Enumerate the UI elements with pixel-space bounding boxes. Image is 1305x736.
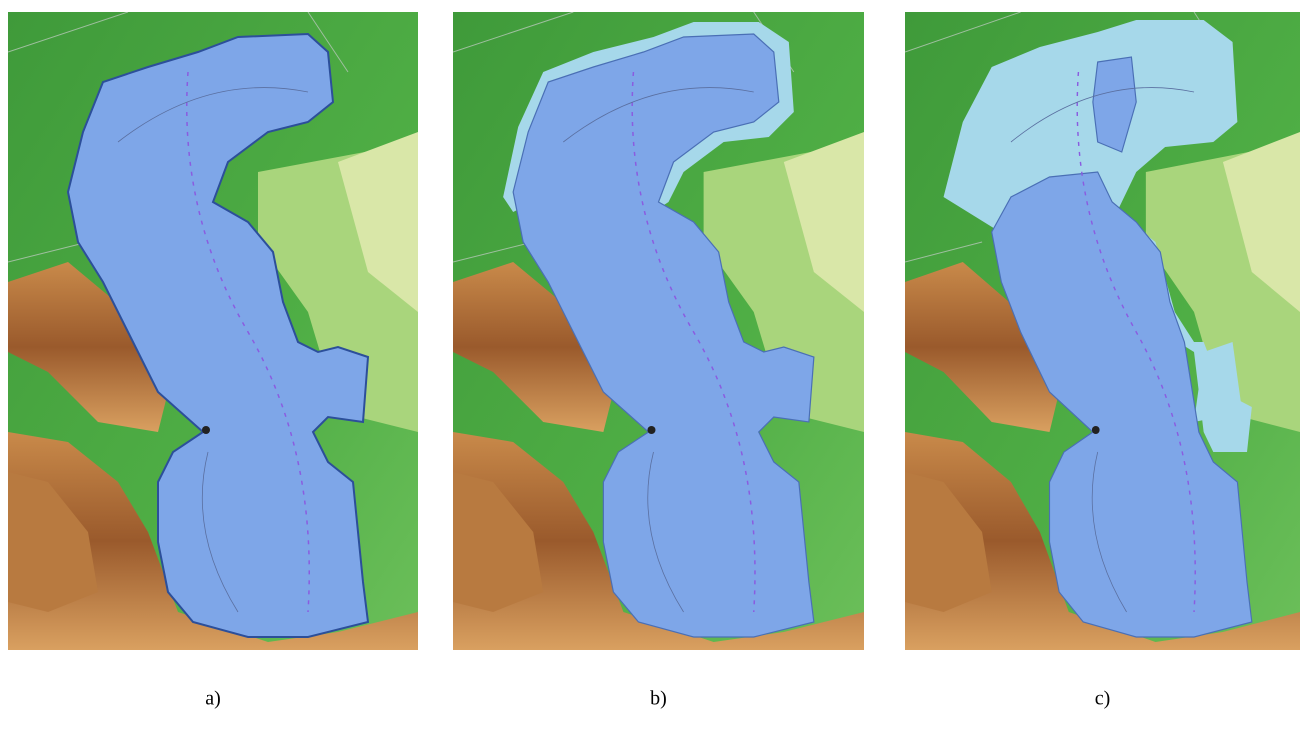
map-panel bbox=[8, 12, 418, 650]
map-panel bbox=[905, 12, 1300, 650]
city-marker bbox=[202, 426, 210, 434]
panel-label: b) bbox=[650, 688, 667, 710]
figure: a) b) c) bbox=[0, 0, 1305, 736]
city-marker bbox=[1092, 426, 1100, 434]
panel-label: c) bbox=[1095, 688, 1111, 710]
page: a)b)c) (() => { const data = JSON.parse(… bbox=[0, 0, 1305, 736]
map-panel bbox=[453, 12, 864, 650]
panel-label: a) bbox=[205, 688, 221, 710]
city-marker bbox=[647, 426, 655, 434]
